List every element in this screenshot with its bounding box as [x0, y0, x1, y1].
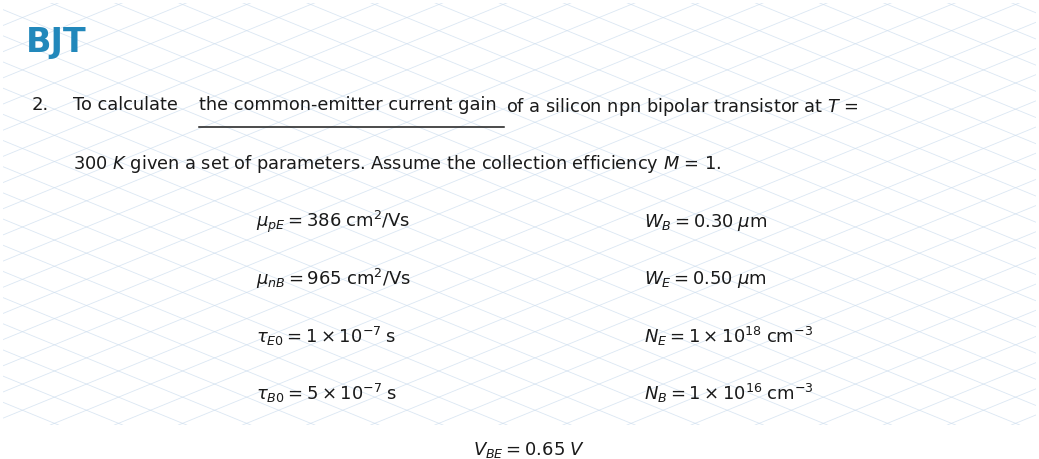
Text: $\tau_{B0} = 5 \times 10^{-7}\;\mathrm{s}$: $\tau_{B0} = 5 \times 10^{-7}\;\mathrm{s… [256, 382, 397, 405]
Text: $\tau_{E0} = 1 \times 10^{-7}\;\mathrm{s}$: $\tau_{E0} = 1 \times 10^{-7}\;\mathrm{s… [256, 325, 397, 348]
Text: $N_B = 1 \times 10^{16}\;\mathrm{cm^{-3}}$: $N_B = 1 \times 10^{16}\;\mathrm{cm^{-3}… [643, 382, 814, 405]
Text: 300 $K$ given a set of parameters. Assume the collection efficiency $M$ = 1.: 300 $K$ given a set of parameters. Assum… [73, 153, 722, 175]
Text: the common-emitter current gain: the common-emitter current gain [199, 95, 503, 114]
Text: $W_B = 0.30\;\mu\mathrm{m}$: $W_B = 0.30\;\mu\mathrm{m}$ [643, 212, 767, 233]
Text: $\mu_{nB} = 965\;\mathrm{cm^2/Vs}$: $\mu_{nB} = 965\;\mathrm{cm^2/Vs}$ [256, 267, 411, 291]
Text: $N_E = 1 \times 10^{18}\;\mathrm{cm^{-3}}$: $N_E = 1 \times 10^{18}\;\mathrm{cm^{-3}… [643, 325, 812, 348]
Text: BJT: BJT [26, 26, 86, 59]
Text: $W_E = 0.50\;\mu\mathrm{m}$: $W_E = 0.50\;\mu\mathrm{m}$ [643, 269, 767, 290]
Text: of a silicon npn bipolar transistor at $T$ =: of a silicon npn bipolar transistor at $… [506, 95, 859, 118]
Text: To calculate: To calculate [73, 95, 184, 114]
Text: $V_{BE} = 0.65\;V$: $V_{BE} = 0.65\;V$ [473, 440, 585, 459]
Text: $\mu_{pE} = 386\;\mathrm{cm^2/Vs}$: $\mu_{pE} = 386\;\mathrm{cm^2/Vs}$ [256, 209, 410, 235]
Text: 2.: 2. [32, 95, 49, 114]
